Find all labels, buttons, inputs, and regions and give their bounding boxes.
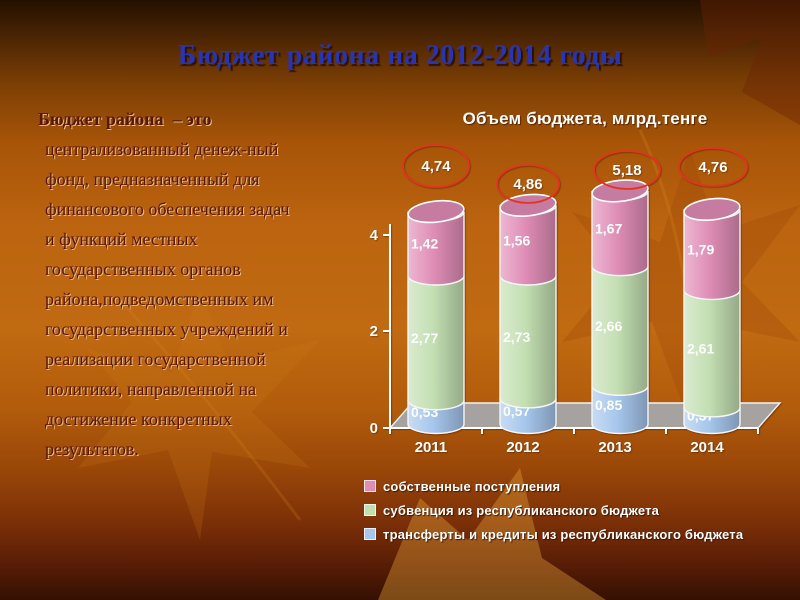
total-annotation-label: 4,74 — [421, 158, 451, 175]
definition-line: финансового обеспечения задач — [45, 199, 290, 219]
y-tick-label: 2 — [370, 323, 378, 340]
chart-legend: собственные поступления субвенция из респ… — [364, 478, 743, 550]
definition-line: централизованный денеж-ный — [45, 139, 279, 159]
definition-line: фонд, предназначенный для — [45, 169, 260, 189]
total-annotation-ellipse — [593, 150, 661, 190]
total-annotation-ellipse — [402, 144, 470, 188]
y-tick-label: 4 — [370, 227, 379, 244]
category-label: 2011 — [415, 439, 448, 456]
segment-value-label: 2,66 — [595, 318, 622, 334]
legend-label: субвенция из республиканского бюджета — [383, 503, 660, 518]
legend-swatch-icon — [364, 480, 376, 492]
segment-value-label: 1,67 — [595, 220, 622, 236]
segment-value-label: 2,73 — [503, 329, 530, 345]
legend-label: собственные поступления — [383, 479, 561, 494]
bar-top-cap — [499, 193, 557, 217]
segment-value-label: 2,77 — [411, 330, 438, 346]
total-annotation-label: 4,86 — [513, 176, 542, 193]
definition-lead: Бюджет района — [38, 109, 164, 129]
y-tick-label: 0 — [370, 420, 378, 437]
definition-first-line-rest: – это — [172, 109, 212, 129]
definition-line: государственных учреждений и — [45, 319, 288, 339]
bar-top-cap — [407, 199, 465, 224]
definition-line: политики, направленной на — [45, 379, 257, 399]
total-annotation-ellipse — [678, 147, 748, 187]
definition-line: достижение конкретных — [45, 409, 232, 429]
legend-item: субвенция из республиканского бюджета — [364, 502, 743, 520]
definition-line: района,подведомственных им — [45, 289, 274, 309]
segment-value-label: 1,79 — [687, 242, 714, 258]
category-label: 2014 — [690, 439, 724, 456]
bar-2014: 0,372,611,79 — [683, 197, 741, 435]
total-annotation-label: 4,76 — [698, 159, 727, 176]
legend-item: трансферты и кредиты из республиканского… — [364, 526, 743, 544]
definition-line: результатов. — [45, 439, 139, 459]
definition-line: государственных органов — [45, 259, 241, 279]
slide-title: Бюджет района на 2012-2014 годы — [177, 40, 623, 71]
category-label: 2012 — [506, 439, 539, 456]
definition-line: реализации государственной — [45, 349, 266, 369]
definition-lines: централизованный денеж-ный фонд, предназн… — [24, 134, 360, 464]
bar-2011: 0,532,771,42 — [407, 199, 465, 435]
definition-first-line: Бюджет района – это — [24, 104, 360, 134]
bar-top-cap — [683, 197, 741, 221]
total-annotation-ellipse — [496, 164, 560, 204]
legend-swatch-icon — [364, 504, 376, 516]
legend-label: трансферты и кредиты из республиканского… — [383, 527, 744, 542]
bar-2012: 0,572,731,56 — [499, 193, 557, 435]
segment-value-label: 1,42 — [411, 236, 438, 252]
chart-title: Объем бюджета, млрд.тенге — [462, 109, 708, 128]
segment-value-label: 2,61 — [687, 341, 714, 357]
legend-swatch-icon — [364, 528, 376, 540]
segment-value-label: 1,56 — [503, 232, 530, 248]
definition-text: Бюджет района – это централизованный дене… — [24, 104, 360, 464]
segment-value-label: 0,85 — [595, 397, 622, 413]
category-label: 2013 — [598, 439, 631, 456]
bar-2013: 0,85 2,66 1,67 — [591, 179, 649, 435]
definition-line: и функций местных — [45, 229, 198, 249]
legend-item: собственные поступления — [364, 478, 743, 496]
total-annotation-label: 5,18 — [612, 162, 641, 179]
